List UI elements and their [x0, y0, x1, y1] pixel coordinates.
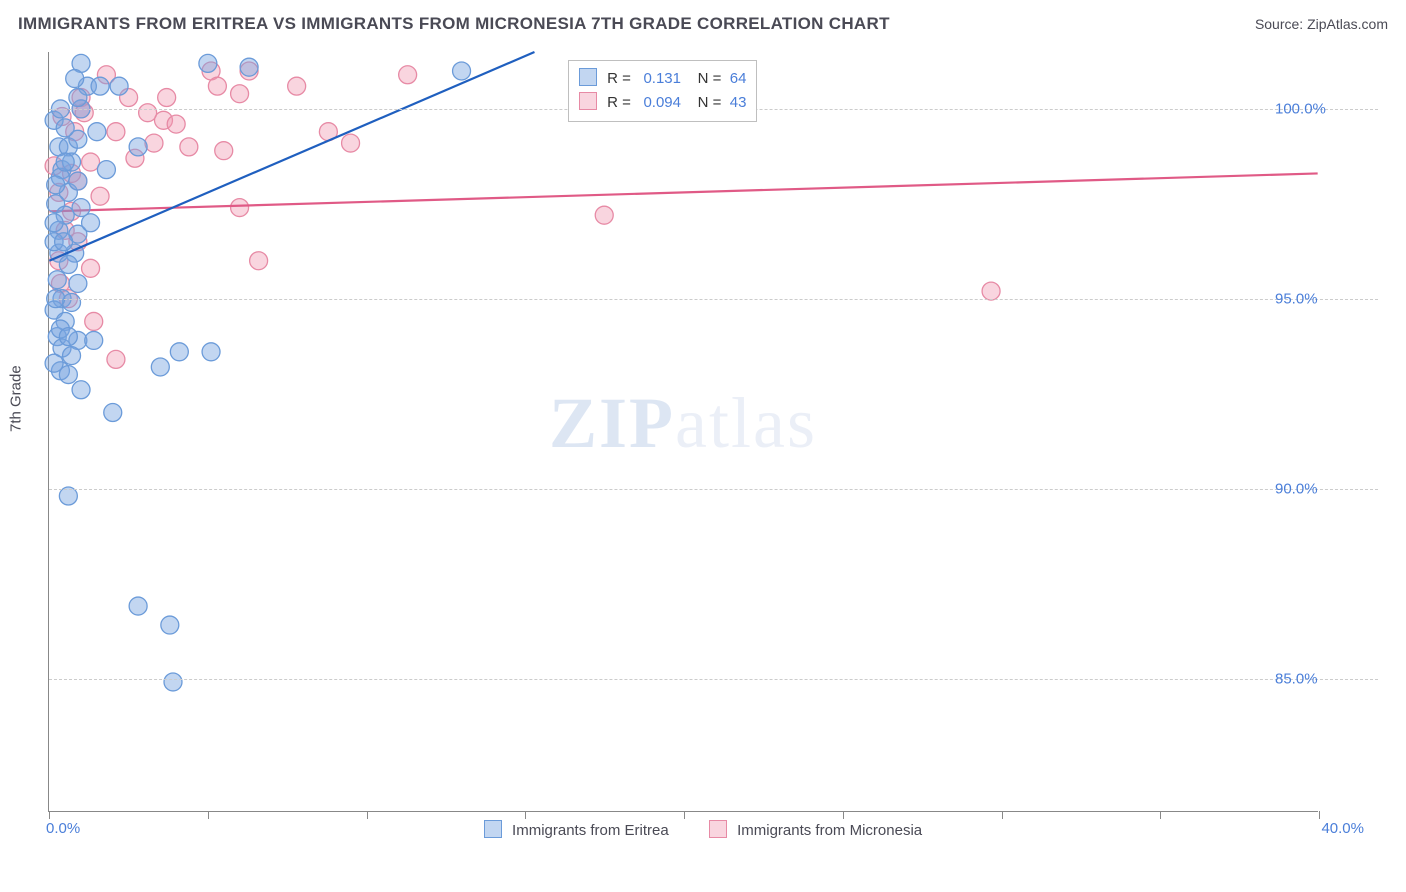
swatch-eritrea — [579, 68, 597, 86]
y-tick-label: 85.0% — [1275, 671, 1318, 688]
data-point — [288, 77, 306, 95]
data-point — [69, 172, 87, 190]
data-point — [85, 331, 103, 349]
source-label: Source: ZipAtlas.com — [1255, 16, 1388, 32]
data-point — [110, 77, 128, 95]
data-point — [69, 275, 87, 293]
data-point — [240, 58, 258, 76]
data-point — [82, 259, 100, 277]
data-point — [231, 85, 249, 103]
data-point — [199, 54, 217, 72]
x-tick — [1160, 811, 1161, 819]
data-point — [129, 138, 147, 156]
x-tick — [49, 811, 50, 819]
x-tick — [208, 811, 209, 819]
data-point — [231, 199, 249, 217]
data-point — [97, 161, 115, 179]
data-point — [453, 62, 471, 80]
x-tick — [367, 811, 368, 819]
legend-inset: R = 0.131 N = 64 R = 0.094 N = 43 — [568, 60, 757, 122]
data-point — [129, 597, 147, 615]
data-point — [139, 104, 157, 122]
data-point — [63, 347, 81, 365]
data-point — [104, 404, 122, 422]
gridline-h — [49, 299, 1378, 300]
data-point — [250, 252, 268, 270]
data-point — [215, 142, 233, 160]
data-point — [145, 134, 163, 152]
data-point — [167, 115, 185, 133]
bottom-legend-eritrea: Immigrants from Eritrea — [484, 822, 673, 839]
data-point — [66, 70, 84, 88]
x-tick — [1002, 811, 1003, 819]
data-point — [82, 153, 100, 171]
data-point — [59, 328, 77, 346]
data-point — [164, 673, 182, 691]
plot-area: ZIPatlas — [48, 52, 1318, 812]
x-tick — [525, 811, 526, 819]
data-point — [202, 343, 220, 361]
data-point — [158, 89, 176, 107]
data-point — [82, 214, 100, 232]
data-point — [91, 187, 109, 205]
x-tick — [1319, 811, 1320, 819]
legend-row-micronesia: R = 0.094 N = 43 — [579, 91, 746, 115]
data-point — [88, 123, 106, 141]
data-point — [56, 153, 74, 171]
data-point — [161, 616, 179, 634]
data-point — [91, 77, 109, 95]
data-point — [151, 358, 169, 376]
bottom-legend-micronesia: Immigrants from Micronesia — [709, 822, 922, 839]
data-point — [208, 77, 226, 95]
swatch-eritrea-bottom — [484, 820, 502, 838]
data-point — [45, 214, 63, 232]
legend-row-eritrea: R = 0.131 N = 64 — [579, 67, 746, 91]
y-tick-label: 90.0% — [1275, 481, 1318, 498]
data-point — [595, 206, 613, 224]
data-point — [107, 350, 125, 368]
data-point — [63, 293, 81, 311]
chart-header: IMMIGRANTS FROM ERITREA VS IMMIGRANTS FR… — [18, 14, 1388, 34]
data-point — [982, 282, 1000, 300]
y-tick-label: 100.0% — [1275, 101, 1326, 118]
y-axis-label: 7th Grade — [8, 365, 25, 432]
y-tick-label: 95.0% — [1275, 291, 1318, 308]
data-point — [69, 89, 87, 107]
data-point — [107, 123, 125, 141]
gridline-h — [49, 489, 1378, 490]
chart-title: IMMIGRANTS FROM ERITREA VS IMMIGRANTS FR… — [18, 14, 890, 34]
swatch-micronesia-bottom — [709, 820, 727, 838]
swatch-micronesia — [579, 92, 597, 110]
data-point — [180, 138, 198, 156]
data-point — [399, 66, 417, 84]
data-point — [48, 271, 66, 289]
x-tick — [843, 811, 844, 819]
x-tick — [684, 811, 685, 819]
data-point — [47, 176, 65, 194]
data-point — [45, 354, 63, 372]
data-point — [55, 233, 73, 251]
data-point — [170, 343, 188, 361]
gridline-h — [49, 679, 1378, 680]
data-point — [59, 256, 77, 274]
data-point — [72, 381, 90, 399]
plot-svg — [49, 52, 1318, 811]
bottom-legend: Immigrants from Eritrea Immigrants from … — [0, 820, 1406, 839]
data-point — [85, 312, 103, 330]
data-point — [56, 119, 74, 137]
data-point — [342, 134, 360, 152]
